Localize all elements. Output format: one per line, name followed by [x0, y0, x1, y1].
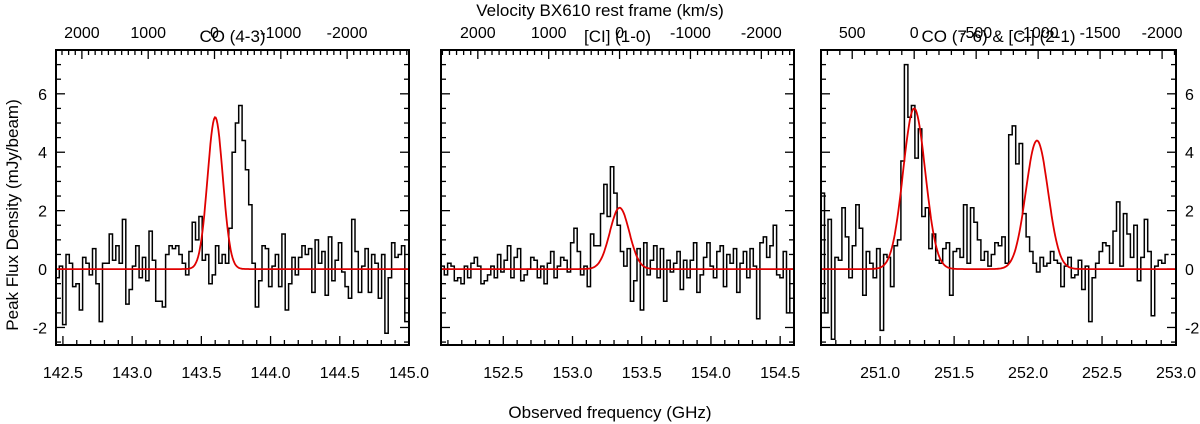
y-tick-label: -2 [33, 320, 47, 337]
flux-axis-title: Peak Flux Density (mJy/beam) [3, 99, 22, 330]
velocity-tick-label: -2000 [327, 25, 368, 42]
velocity-tick-label: 0 [910, 25, 919, 42]
panel-title: CO (4-3) [199, 27, 265, 46]
x-tick-label: 142.5 [43, 365, 83, 382]
panel-3: CO (7-6) & [CI] (2-1) 251.0 251.5 252.0 252.… [820, 25, 1199, 382]
y-tick-label: -2 [1185, 320, 1199, 337]
y-tick-label: 6 [1185, 87, 1194, 104]
gaussian-fit-line [441, 206, 794, 270]
velocity-tick-label: 1000 [531, 25, 567, 42]
x-tick-label: 152.5 [483, 365, 523, 382]
velocity-tick-label: -500 [960, 25, 992, 42]
x-tick-label: 253.0 [1156, 365, 1196, 382]
frequency-axis-title: Observed frequency (GHz) [508, 403, 711, 422]
velocity-tick-label: -1500 [1080, 25, 1121, 42]
gaussian-fit-line [821, 107, 1176, 270]
panel-frame [820, 49, 1177, 346]
y-tick-label: 2 [38, 204, 47, 221]
velocity-tick-label: 2000 [64, 25, 100, 42]
y-tick-label: 4 [38, 145, 47, 162]
gaussian-fit-line [56, 116, 409, 270]
x-tick-label: 153.0 [552, 365, 592, 382]
velocity-tick-label: -2000 [741, 25, 782, 42]
x-tick-label: 143.0 [112, 365, 152, 382]
panel-title: [CI] (1-0) [584, 27, 651, 46]
velocity-tick-label: 0 [210, 25, 219, 42]
panel-1: CO (4-3)142.5 143.0 143.5 144.0 144.5 145.020… [33, 25, 429, 382]
y-tick-label: 2 [1185, 204, 1194, 221]
y-tick-label: 4 [1185, 145, 1194, 162]
velocity-tick-label: -1000 [670, 25, 711, 42]
velocity-tick-label: 500 [839, 25, 866, 42]
panel-frame [440, 49, 795, 346]
x-tick-label: 251.5 [934, 365, 974, 382]
velocity-tick-label: -1000 [260, 25, 301, 42]
velocity-tick-label: -2000 [1142, 25, 1183, 42]
panel-title: CO (7-6) & [CI] (2-1) [922, 27, 1076, 46]
y-tick-label: 6 [38, 87, 47, 104]
x-tick-label: 154.5 [760, 365, 800, 382]
y-tick-label: 0 [1185, 262, 1194, 279]
x-tick-label: 154.0 [691, 365, 731, 382]
velocity-axis-title: Velocity BX610 rest frame (km/s) [476, 1, 724, 20]
spectrum-line [441, 166, 794, 320]
x-tick-label: 251.0 [860, 365, 900, 382]
spectrum-line [56, 104, 409, 335]
x-tick-label: 153.5 [622, 365, 662, 382]
panel-frame [55, 49, 410, 346]
x-tick-label: 144.5 [320, 365, 360, 382]
spectrum-line [821, 63, 1169, 340]
y-tick-label: 0 [38, 262, 47, 279]
velocity-tick-label: 2000 [460, 25, 496, 42]
velocity-tick-label: 0 [615, 25, 624, 42]
velocity-tick-label: 1000 [130, 25, 166, 42]
x-tick-label: 144.0 [251, 365, 291, 382]
panel-2: [CI] (1-0) 152.5 153.0 153.5 154.0 154.5 2000 1… [440, 25, 800, 382]
x-tick-label: 252.0 [1008, 365, 1048, 382]
x-tick-label: 252.5 [1082, 365, 1122, 382]
velocity-tick-label: -1000 [1018, 25, 1059, 42]
x-tick-label: 143.5 [181, 365, 221, 382]
x-tick-label: 145.0 [389, 365, 429, 382]
panels: CO (4-3)142.5 143.0 143.5 144.0 144.5 145.020… [33, 25, 1200, 382]
